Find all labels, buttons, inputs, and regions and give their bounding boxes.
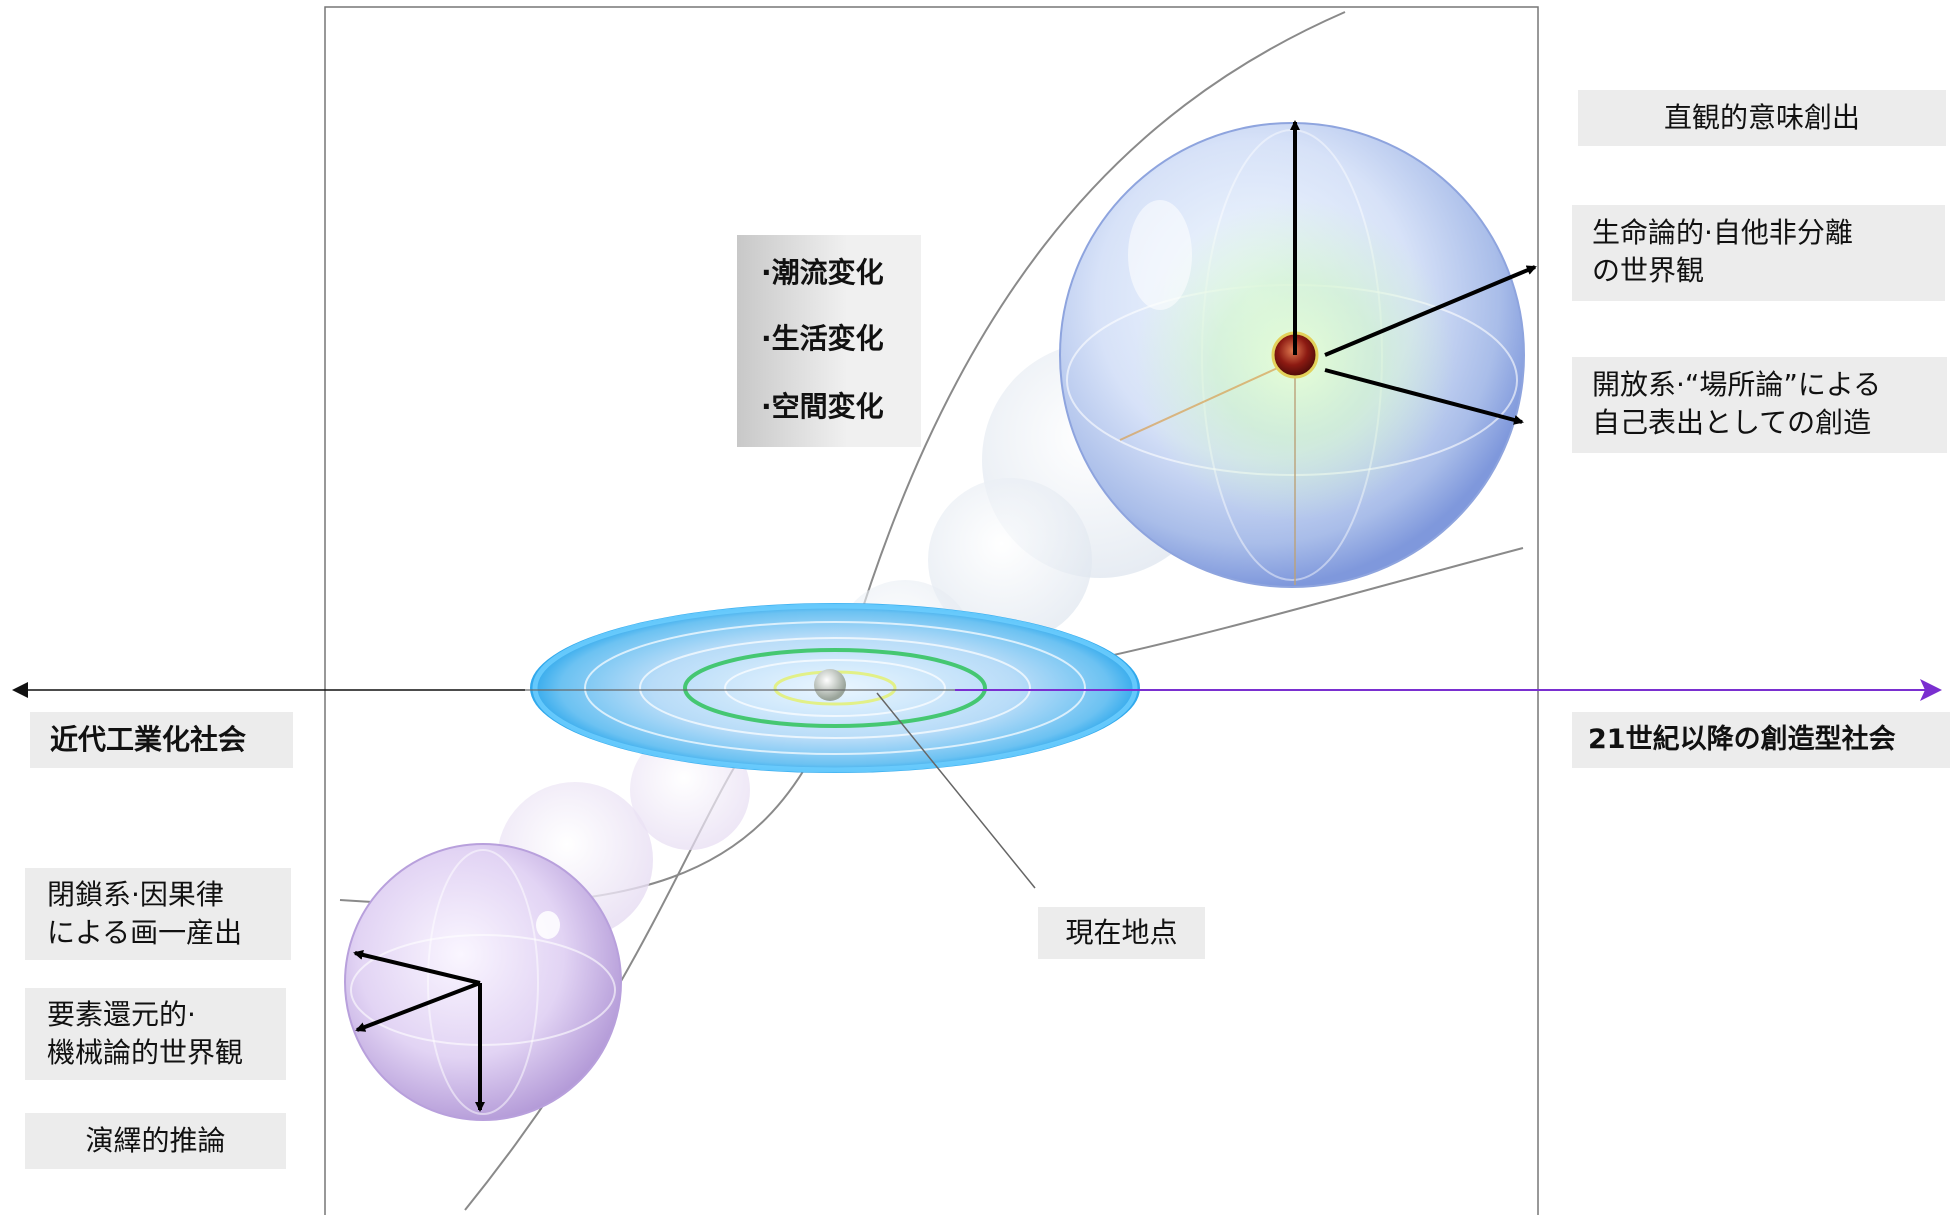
label-reductionist-worldview: 要素還元的· 機械論的世界観 [25,988,286,1080]
label-closed-system-production: 閉鎖系·因果律 による画一産出 [25,868,291,960]
current-disk [530,603,1140,773]
label-vitalist-worldview: 生命論的·自他非分離 の世界観 [1572,205,1945,301]
arrow-past-upleft [353,950,481,985]
current-point-leader [876,692,1036,889]
past-sphere [344,843,622,1121]
label-creative-society: 21世紀以降の創造型社会 [1572,712,1950,768]
label-deductive-reasoning: 演繹的推論 [25,1113,286,1169]
trail-sphere-future-2 [928,478,1092,642]
arrow-future-upright [1324,265,1537,357]
future-sphere [1059,120,1537,588]
label-intuitive-meaning: 直観的意味創出 [1578,90,1946,146]
label-current-point: 現在地点 [1038,907,1205,959]
label-modern-industrial-society: 近代工業化社会 [30,712,293,768]
arrow-future-right [1324,368,1524,425]
diagram-frame [324,6,1539,1215]
label-open-system-creation: 開放系·“場所論”による 自己表出としての創造 [1572,357,1947,453]
label-changes: ·潮流変化 ·生活変化 ·空間変化 [737,235,921,447]
arrow-past-left [355,981,481,1032]
